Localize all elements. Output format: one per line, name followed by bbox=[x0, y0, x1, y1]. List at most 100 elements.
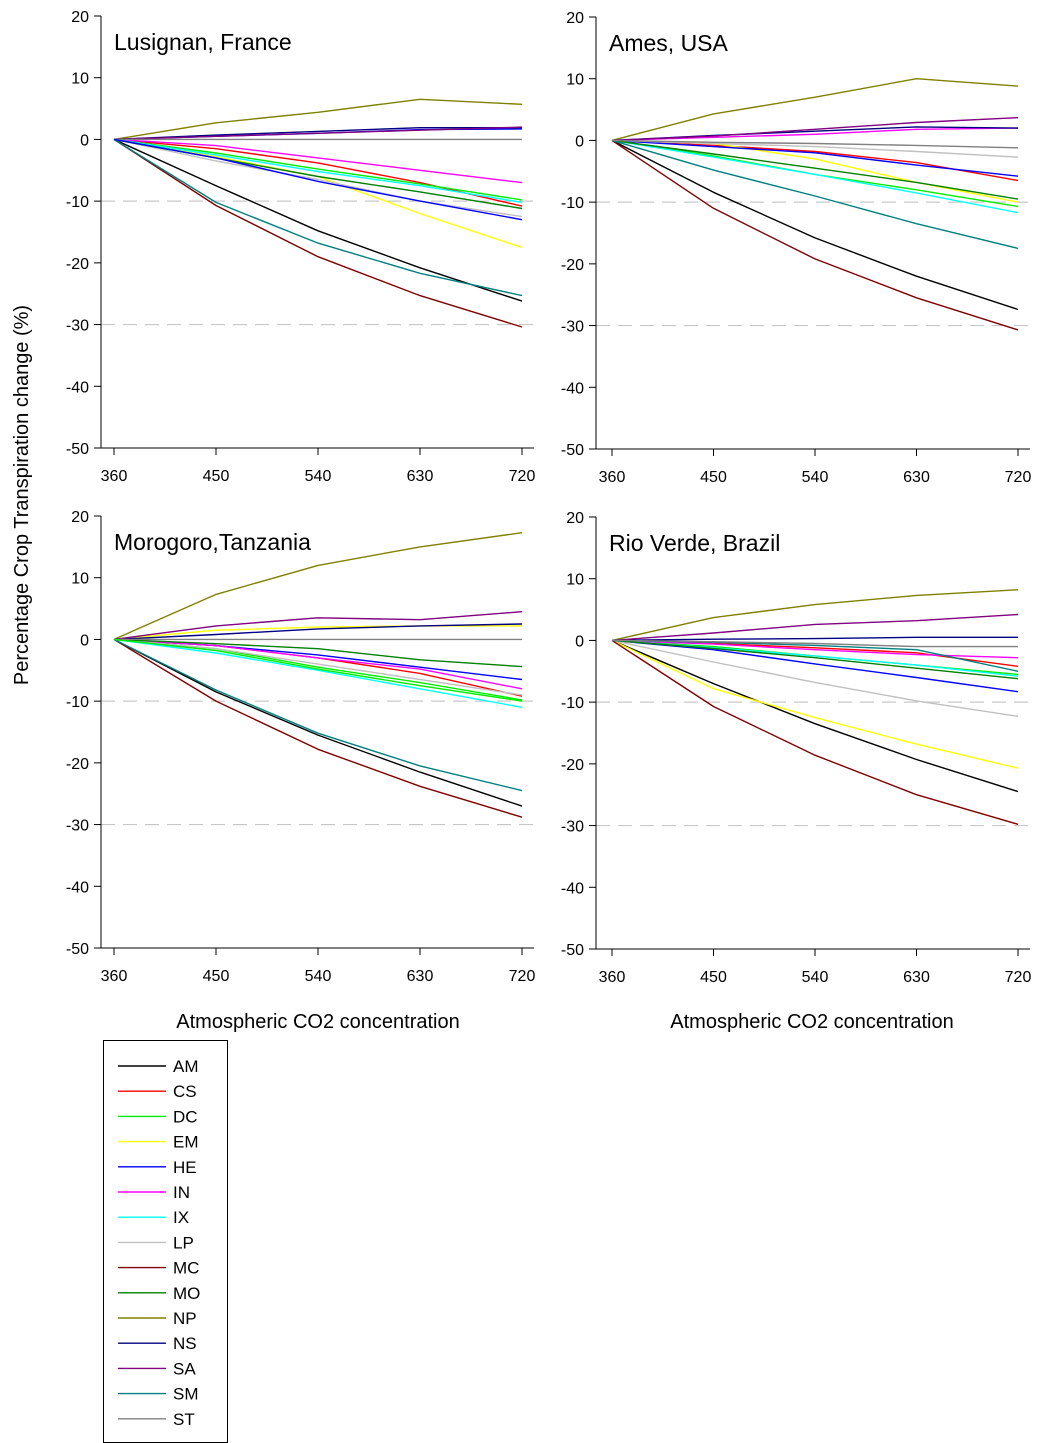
y-tick-label: -10 bbox=[66, 194, 89, 211]
x-tick-label: 630 bbox=[903, 969, 930, 986]
legend-label: CS bbox=[173, 1082, 197, 1101]
x-tick-label: 630 bbox=[407, 468, 434, 485]
series-line-np bbox=[113, 532, 523, 641]
x-tick-label: 540 bbox=[802, 969, 829, 986]
x-tick-label: 630 bbox=[407, 968, 434, 985]
series-line-in bbox=[611, 639, 1019, 659]
y-tick-label: -40 bbox=[561, 880, 584, 897]
y-tick-label: -20 bbox=[561, 257, 584, 274]
series-line-sa bbox=[113, 611, 523, 641]
chart-panels: 20 10 0 -10 -20 -30 -40 -50 360 450 540 630 720 Lusig… bbox=[66, 9, 1032, 986]
legend-item-st: ST bbox=[118, 1410, 195, 1429]
y-tick-label: -20 bbox=[561, 757, 584, 774]
legend-item-lp: LP bbox=[118, 1233, 194, 1252]
y-tick-label: -10 bbox=[66, 694, 89, 711]
legend-label: SA bbox=[173, 1359, 196, 1378]
legend-label: NS bbox=[173, 1334, 197, 1353]
legend-item-dc: DC bbox=[118, 1107, 198, 1126]
series-line-am bbox=[113, 638, 523, 807]
y-tick-label: 0 bbox=[575, 133, 584, 150]
series-line-st bbox=[611, 139, 1019, 149]
series-line-np bbox=[611, 589, 1019, 642]
y-tick-label: -50 bbox=[561, 442, 584, 459]
chart-panel-4: 20 10 0 -10 -20 -30 -40 -50 360 450 540 630 720 Rio V… bbox=[561, 510, 1032, 986]
series-line-em bbox=[113, 625, 522, 641]
legend-label: NP bbox=[173, 1309, 197, 1328]
y-tick-label: -30 bbox=[66, 318, 89, 335]
legend-label: EM bbox=[173, 1133, 199, 1152]
series-line-am bbox=[113, 138, 523, 302]
x-tick-label: 360 bbox=[599, 969, 626, 986]
y-tick-label: -50 bbox=[561, 942, 584, 959]
legend-item-sm: SM bbox=[118, 1385, 199, 1404]
legend: AM CS DC EM HE IN IX LP MC MO NP NS SA SM ST bbox=[103, 1040, 228, 1443]
series-line-ns bbox=[113, 126, 522, 141]
series-line-cs bbox=[113, 138, 523, 207]
legend-label: SM bbox=[173, 1385, 199, 1404]
legend-item-he: HE bbox=[118, 1158, 197, 1177]
series-line-in bbox=[611, 127, 1019, 142]
y-tick-label: 0 bbox=[80, 132, 89, 149]
y-tick-label: 0 bbox=[575, 633, 584, 650]
series-line-lp bbox=[611, 139, 1019, 158]
y-tick-label: 20 bbox=[71, 9, 89, 26]
x-tick-label: 720 bbox=[509, 968, 536, 985]
series-line-mo bbox=[611, 639, 1019, 680]
x-tick-label: 360 bbox=[101, 468, 128, 485]
y-tick-label: 20 bbox=[566, 510, 584, 527]
series-line-dc bbox=[113, 138, 523, 201]
y-tick-label: -40 bbox=[66, 379, 89, 396]
panel-title: Ames, USA bbox=[609, 30, 729, 56]
legend-label: DC bbox=[173, 1107, 198, 1126]
x-tick-label: 720 bbox=[1005, 969, 1032, 986]
x-tick-label: 540 bbox=[305, 468, 332, 485]
legend-item-in: IN bbox=[118, 1183, 190, 1202]
series-line-in bbox=[113, 138, 523, 184]
series-line-ix bbox=[611, 139, 1019, 214]
series-line-lp bbox=[113, 138, 523, 218]
x-tick-label: 450 bbox=[203, 968, 230, 985]
legend-item-cs: CS bbox=[118, 1082, 197, 1101]
legend-box bbox=[103, 1040, 228, 1443]
legend-label: AM bbox=[173, 1057, 199, 1076]
y-tick-label: 10 bbox=[566, 72, 584, 89]
legend-label: LP bbox=[173, 1233, 194, 1252]
series-line-sm bbox=[611, 139, 1019, 250]
legend-item-am: AM bbox=[118, 1057, 199, 1076]
y-tick-label: -50 bbox=[66, 441, 89, 458]
series-line-he bbox=[611, 139, 1019, 177]
chart-panel-1: 20 10 0 -10 -20 -30 -40 -50 360 450 540 630 720 Lusig… bbox=[66, 9, 536, 485]
panel-title: Lusignan, France bbox=[114, 29, 292, 55]
y-axis-label: Percentage Crop Transpiration change (%) bbox=[11, 305, 33, 685]
series-line-mc bbox=[611, 639, 1019, 825]
series-line-he bbox=[113, 138, 523, 221]
x-tick-label: 450 bbox=[700, 469, 727, 486]
series-line-sm bbox=[113, 638, 523, 792]
x-tick-label: 450 bbox=[203, 468, 230, 485]
y-tick-label: 20 bbox=[566, 10, 584, 27]
legend-label: IX bbox=[173, 1208, 189, 1227]
series-line-sa bbox=[113, 126, 523, 141]
panel-title: Morogoro,Tanzania bbox=[114, 529, 311, 555]
x-axis-label-right: Atmospheric CO2 concentration bbox=[670, 1011, 953, 1033]
panel-title: Rio Verde, Brazil bbox=[609, 530, 780, 556]
y-tick-label: -40 bbox=[561, 380, 584, 397]
series-line-mc bbox=[611, 139, 1019, 331]
legend-item-np: NP bbox=[118, 1309, 197, 1328]
y-tick-label: 10 bbox=[566, 572, 584, 589]
series-line-np bbox=[113, 98, 523, 141]
x-tick-label: 450 bbox=[700, 969, 727, 986]
chart-panel-3: 20 10 0 -10 -20 -30 -40 -50 360 450 540 630 720 Morog… bbox=[66, 509, 536, 985]
series-line-sm bbox=[113, 138, 523, 297]
legend-label: MO bbox=[173, 1284, 200, 1303]
y-tick-label: -30 bbox=[561, 319, 584, 336]
series-line-mo bbox=[113, 638, 523, 668]
series-line-mo bbox=[611, 139, 1019, 200]
series-line-np bbox=[611, 77, 1019, 142]
series-line-ns bbox=[113, 623, 523, 641]
y-tick-label: 10 bbox=[71, 71, 89, 88]
x-tick-label: 630 bbox=[903, 469, 930, 486]
legend-label: MC bbox=[173, 1259, 199, 1278]
y-tick-label: -30 bbox=[66, 818, 89, 835]
